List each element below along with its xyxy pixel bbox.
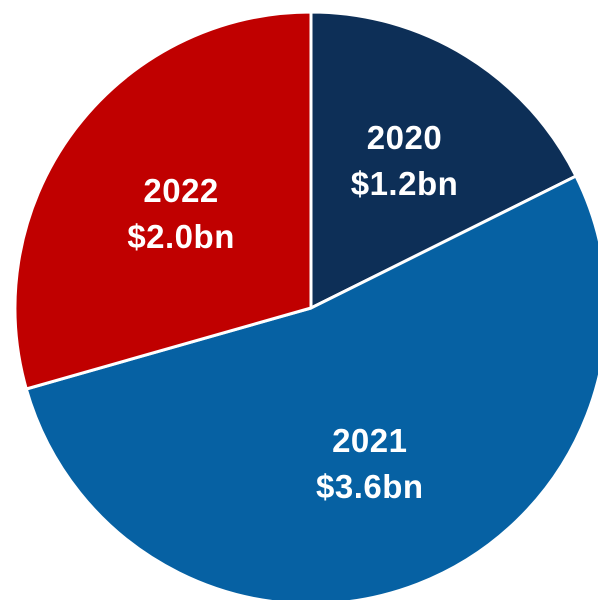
slice-label-year-2020: 2020 xyxy=(367,119,442,156)
slice-label-value-2020: $1.2bn xyxy=(351,165,459,202)
pie-labels: 2020 $1.2bn 2021 $3.6bn 2022 $2.0bn xyxy=(127,119,459,505)
pie-slice-2022 xyxy=(13,10,313,391)
pie-slice-2020 xyxy=(309,10,578,310)
pie-slices xyxy=(13,10,598,600)
slice-label-year-2021: 2021 xyxy=(332,422,407,459)
pie-slice-2021 xyxy=(24,174,598,600)
slice-label-year-2022: 2022 xyxy=(143,172,218,209)
slice-label-value-2021: $3.6bn xyxy=(316,468,424,505)
slice-label-value-2022: $2.0bn xyxy=(127,218,235,255)
